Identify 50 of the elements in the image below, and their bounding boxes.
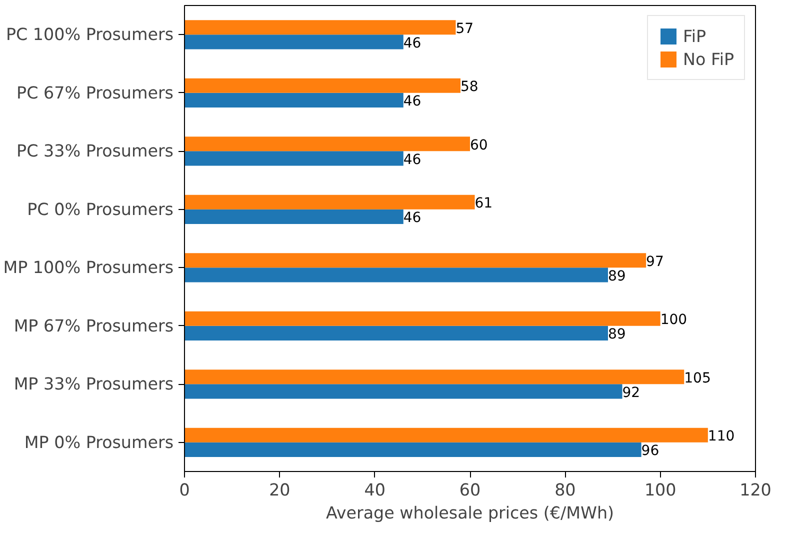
data-label: 89	[608, 268, 626, 284]
data-label: 61	[474, 196, 493, 212]
y-tick-label: MP 33% Prosumers	[14, 374, 174, 394]
y-tick-label: PC 67% Prosumers	[16, 83, 174, 102]
data-label: 57	[456, 20, 474, 37]
x-tick-label: 80	[554, 480, 576, 500]
bar	[184, 253, 646, 268]
bar	[184, 442, 642, 457]
x-axis-title: Average wholesale prices (€/MWh)	[326, 504, 614, 522]
bar	[184, 92, 404, 108]
data-label: 89	[608, 326, 626, 343]
bar	[184, 209, 404, 224]
y-tick-label: MP 100% Prosumers	[3, 258, 174, 278]
legend-label: No FiP	[683, 50, 734, 68]
x-tick-label: 120	[740, 480, 772, 500]
x-tick-label: 40	[364, 480, 386, 500]
data-label: 110	[708, 428, 735, 445]
bar	[184, 268, 608, 282]
data-label: 60	[470, 137, 488, 154]
bar	[184, 194, 475, 210]
data-label: 92	[622, 384, 640, 401]
data-label: 58	[460, 79, 478, 96]
x-tick-label: 100	[644, 480, 676, 500]
bar	[184, 311, 660, 326]
bar	[184, 384, 622, 399]
x-tick-label: 60	[459, 480, 481, 500]
bar	[184, 136, 470, 152]
data-label: 46	[403, 210, 422, 226]
data-label: 46	[403, 94, 422, 110]
data-label: 100	[660, 312, 688, 328]
data-label: 105	[684, 370, 711, 386]
data-label: 96	[641, 443, 660, 460]
data-label: 46	[403, 35, 422, 52]
y-tick-label: MP 67% Prosumers	[14, 316, 174, 336]
bar	[184, 326, 608, 340]
bar	[184, 20, 456, 35]
y-tick-label: PC 100% Prosumers	[6, 25, 174, 44]
x-tick-label: 0	[179, 480, 190, 500]
bar	[184, 78, 460, 93]
data-label: 46	[403, 152, 422, 168]
legend-label: FiP	[683, 26, 706, 46]
y-tick-label: PC 33% Prosumers	[16, 142, 174, 161]
y-tick-label: MP 0% Prosumers	[24, 432, 174, 452]
bar	[184, 151, 404, 166]
data-label: 97	[646, 254, 664, 270]
bar	[184, 370, 684, 384]
bar	[184, 34, 404, 50]
x-tick-label: 20	[269, 480, 290, 500]
y-tick-label: PC 0% Prosumers	[27, 200, 174, 219]
bar	[184, 428, 708, 442]
